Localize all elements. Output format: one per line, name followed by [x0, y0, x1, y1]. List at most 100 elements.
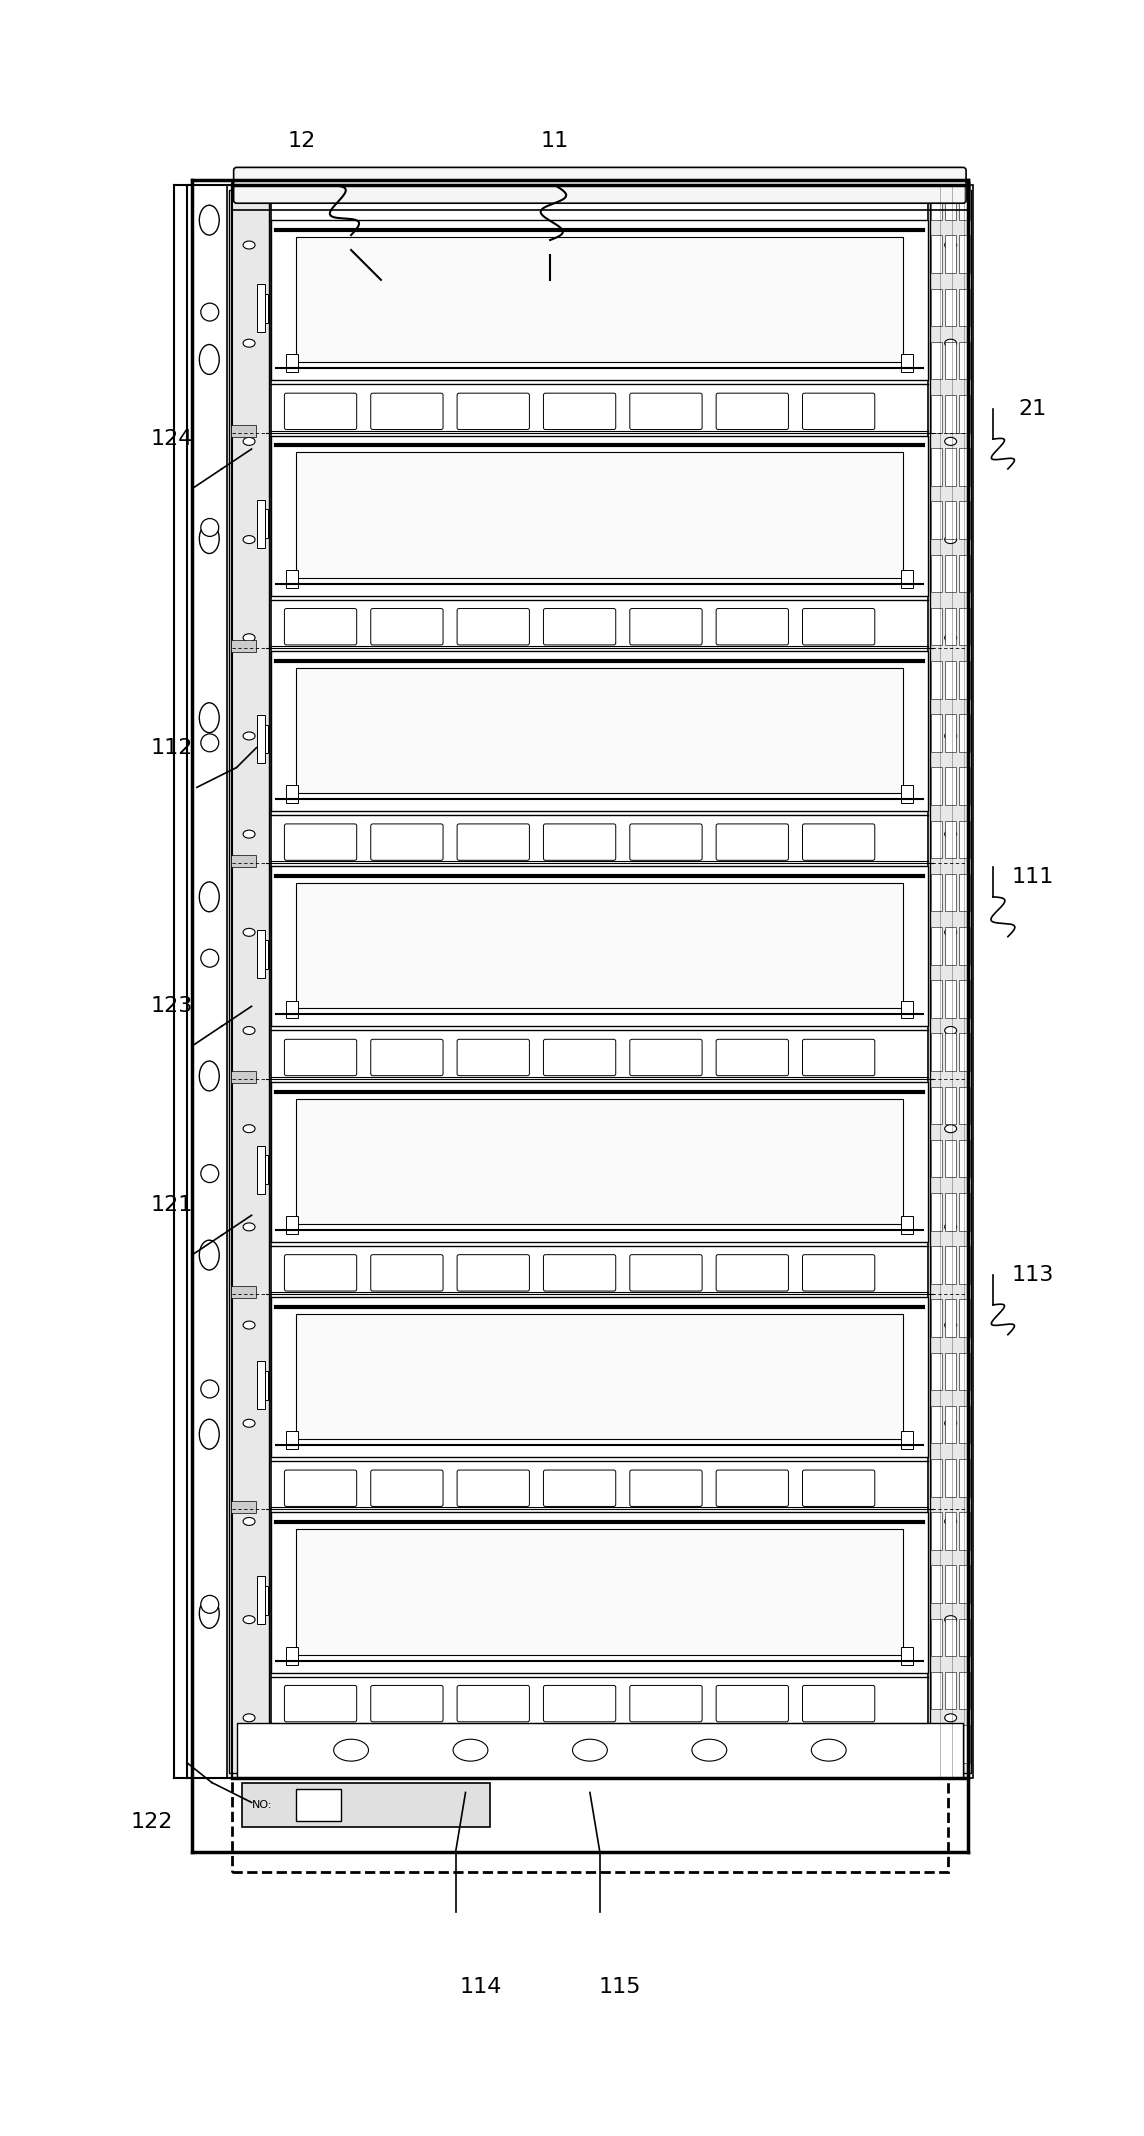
Ellipse shape	[199, 703, 220, 733]
FancyBboxPatch shape	[630, 1685, 702, 1722]
Ellipse shape	[334, 1739, 368, 1760]
Bar	[945, 502, 956, 538]
FancyBboxPatch shape	[802, 1685, 875, 1722]
Ellipse shape	[244, 831, 255, 837]
Bar	[959, 713, 970, 752]
Bar	[931, 395, 943, 434]
Text: 114: 114	[459, 1976, 501, 1997]
Bar	[959, 767, 970, 805]
Bar	[959, 1672, 970, 1709]
Bar	[931, 1299, 943, 1337]
Bar	[901, 786, 913, 803]
Bar	[931, 713, 943, 752]
Bar	[931, 820, 943, 859]
Text: 21: 21	[1018, 399, 1047, 419]
Bar	[237, 1724, 963, 1777]
FancyBboxPatch shape	[371, 1470, 443, 1506]
Bar	[959, 555, 970, 592]
Ellipse shape	[453, 1739, 487, 1760]
Text: 11: 11	[541, 130, 570, 150]
FancyBboxPatch shape	[543, 1685, 615, 1722]
Bar	[931, 235, 943, 273]
Bar	[286, 1215, 299, 1235]
FancyBboxPatch shape	[802, 609, 875, 645]
Bar	[231, 1070, 255, 1083]
Bar	[931, 1619, 943, 1655]
Bar	[945, 449, 956, 485]
Circle shape	[201, 303, 219, 320]
Bar	[229, 190, 270, 1773]
Bar	[264, 1156, 269, 1183]
Bar	[945, 1619, 956, 1655]
Ellipse shape	[945, 340, 956, 348]
Bar	[256, 716, 264, 763]
FancyBboxPatch shape	[458, 609, 530, 645]
Bar	[945, 660, 956, 698]
Bar	[945, 1141, 956, 1177]
Bar	[945, 1087, 956, 1124]
Bar	[232, 179, 948, 1871]
FancyBboxPatch shape	[716, 1470, 788, 1506]
Ellipse shape	[945, 1713, 956, 1722]
FancyBboxPatch shape	[458, 1254, 530, 1290]
Ellipse shape	[199, 882, 220, 912]
Circle shape	[201, 1164, 219, 1183]
Ellipse shape	[199, 1062, 220, 1091]
FancyBboxPatch shape	[802, 1470, 875, 1506]
FancyBboxPatch shape	[285, 1040, 357, 1077]
FancyBboxPatch shape	[543, 1470, 615, 1506]
Ellipse shape	[945, 733, 956, 739]
FancyBboxPatch shape	[233, 167, 966, 203]
Bar	[959, 609, 970, 645]
FancyBboxPatch shape	[716, 393, 788, 429]
Bar	[931, 1512, 943, 1551]
Bar	[945, 555, 956, 592]
FancyBboxPatch shape	[630, 609, 702, 645]
Bar	[901, 1215, 913, 1235]
Bar	[931, 1034, 943, 1070]
FancyBboxPatch shape	[285, 1254, 357, 1290]
Bar	[901, 355, 913, 372]
Bar	[264, 940, 269, 970]
Bar	[959, 927, 970, 965]
Ellipse shape	[244, 929, 255, 936]
FancyBboxPatch shape	[802, 1254, 875, 1290]
Ellipse shape	[945, 1320, 956, 1329]
FancyBboxPatch shape	[371, 1254, 443, 1290]
Bar	[945, 1459, 956, 1497]
Bar	[931, 1405, 943, 1444]
Bar	[286, 1431, 299, 1448]
Bar	[959, 1299, 970, 1337]
Ellipse shape	[244, 733, 255, 739]
FancyBboxPatch shape	[543, 824, 615, 861]
FancyBboxPatch shape	[630, 824, 702, 861]
Bar	[945, 395, 956, 434]
Text: 115: 115	[598, 1976, 641, 1997]
FancyBboxPatch shape	[285, 609, 357, 645]
Bar	[286, 355, 299, 372]
Bar	[931, 980, 943, 1019]
FancyBboxPatch shape	[458, 393, 530, 429]
Ellipse shape	[945, 438, 956, 446]
Ellipse shape	[199, 1418, 220, 1448]
Bar	[931, 1245, 943, 1284]
Bar	[945, 767, 956, 805]
FancyBboxPatch shape	[543, 1254, 615, 1290]
Bar	[931, 342, 943, 380]
Circle shape	[201, 948, 219, 968]
Bar	[256, 284, 264, 333]
Bar	[945, 288, 956, 327]
Bar	[959, 1194, 970, 1230]
Bar	[271, 436, 928, 596]
Bar	[931, 449, 943, 485]
Bar	[286, 570, 299, 587]
Bar	[931, 767, 943, 805]
Bar	[959, 342, 970, 380]
Bar	[296, 1314, 904, 1440]
Bar	[231, 854, 255, 867]
FancyBboxPatch shape	[285, 824, 357, 861]
Ellipse shape	[244, 1027, 255, 1034]
Bar	[959, 235, 970, 273]
Ellipse shape	[945, 831, 956, 837]
Bar	[296, 882, 904, 1008]
